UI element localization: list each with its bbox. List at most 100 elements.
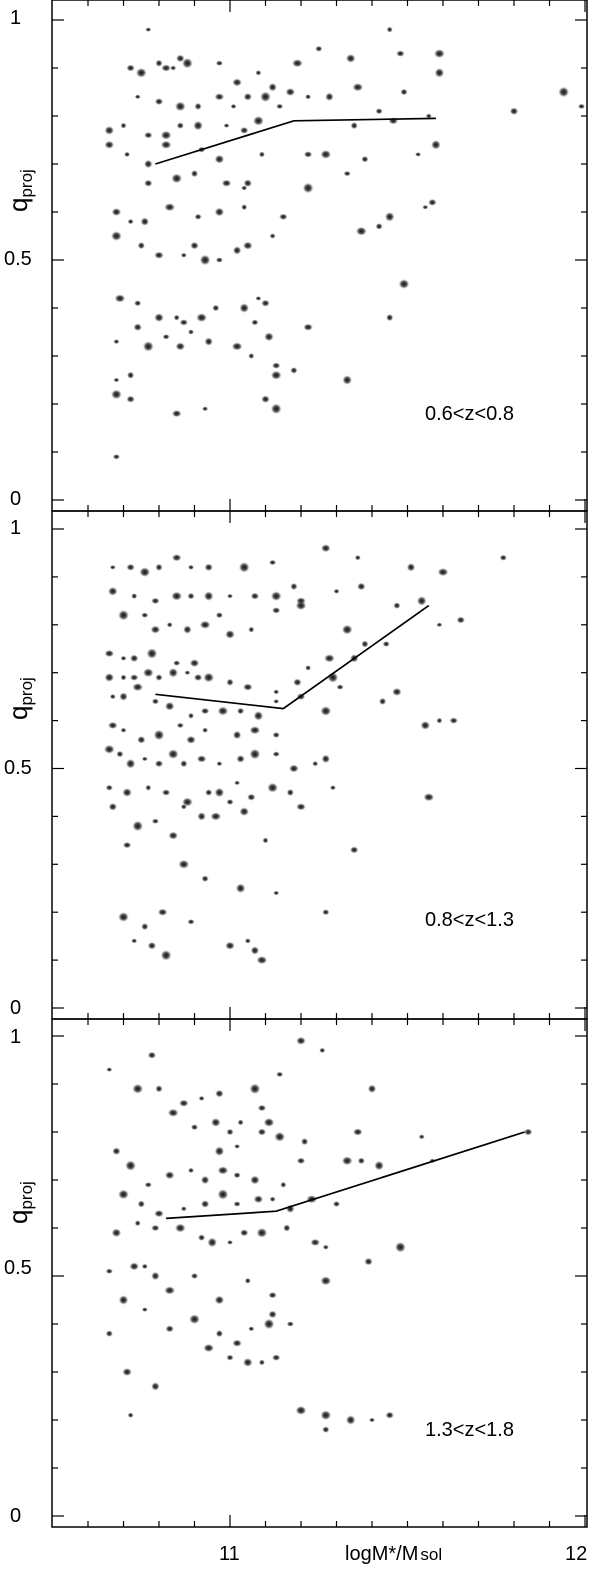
galaxy-point: [436, 622, 443, 628]
galaxy-point: [303, 323, 313, 331]
galaxy-point: [105, 1268, 113, 1274]
galaxy-point: [157, 908, 168, 916]
galaxy-point: [190, 1273, 199, 1279]
galaxy-point: [249, 1083, 261, 1095]
galaxy-point: [180, 804, 187, 810]
galaxy-point: [214, 787, 225, 798]
galaxy-point: [253, 711, 264, 721]
galaxy-point: [137, 736, 146, 744]
x-axis-label-main: logM*/M: [345, 1543, 418, 1565]
galaxy-point: [285, 88, 296, 96]
plot-frame: [51, 0, 588, 512]
galaxy-point: [141, 1307, 148, 1312]
galaxy-point: [120, 727, 127, 733]
galaxy-point: [395, 1241, 406, 1253]
galaxy-point: [260, 91, 271, 103]
galaxy-point: [499, 554, 507, 561]
galaxy-point: [436, 717, 443, 724]
galaxy-point: [321, 754, 330, 764]
galaxy-point: [171, 410, 182, 418]
axis-ticks: [52, 0, 587, 511]
galaxy-point: [210, 812, 222, 821]
y-tick-label-1: 1: [10, 517, 21, 539]
galaxy-point: [425, 113, 432, 119]
y-axis-label-sub: proj: [17, 169, 36, 197]
galaxy-point: [249, 748, 261, 760]
galaxy-point: [132, 1083, 144, 1094]
panel-z-08-13: 1 0.5 0 qproj 0.8<z<1.3: [3, 510, 588, 1020]
x-axis-label: logM*/M sol: [345, 1543, 442, 1565]
galaxy-point: [324, 654, 335, 663]
galaxy-point: [104, 673, 115, 682]
galaxy-point: [141, 756, 148, 762]
galaxy-point: [295, 1405, 307, 1415]
panel-z-06-08: 1 0.5 0 qproj 0.6<z<0.8: [3, 0, 588, 512]
galaxy-point: [320, 706, 332, 716]
galaxy-point: [341, 624, 353, 635]
y-tick-label-1: 1: [10, 1026, 21, 1048]
galaxy-point: [194, 213, 202, 220]
galaxy-point: [369, 1417, 375, 1423]
galaxy-point: [341, 1156, 353, 1166]
galaxy-point: [230, 103, 237, 109]
galaxy-point: [258, 151, 265, 158]
galaxy-point: [243, 683, 253, 691]
galaxy-point: [109, 693, 116, 700]
galaxy-point: [289, 764, 299, 773]
galaxy-point: [202, 406, 209, 412]
galaxy-point: [151, 597, 160, 605]
galaxy-point: [106, 1067, 113, 1072]
galaxy-point: [216, 761, 223, 767]
galaxy-point: [217, 1189, 229, 1200]
y-axis-label-main: q: [3, 1210, 33, 1224]
galaxy-point: [171, 554, 182, 562]
redshift-label: 0.8<z<1.3: [425, 909, 514, 931]
galaxy-point: [167, 749, 179, 759]
galaxy-point: [375, 223, 383, 230]
galaxy-point: [248, 353, 255, 359]
galaxy-point: [198, 1234, 206, 1241]
y-axis-label: qproj: [3, 1181, 36, 1224]
galaxy-point: [431, 140, 441, 150]
galaxy-point: [268, 83, 277, 92]
galaxy-point: [296, 1036, 306, 1045]
galaxy-point: [244, 938, 251, 944]
y-tick-label-05: 0.5: [4, 248, 32, 270]
galaxy-point: [125, 758, 136, 769]
galaxy-point: [104, 649, 115, 658]
galaxy-point: [227, 1240, 233, 1245]
galaxy-point: [161, 789, 171, 796]
y-axis-label-main: q: [3, 706, 33, 720]
galaxy-point: [214, 154, 225, 164]
galaxy-point: [189, 659, 200, 668]
galaxy-point: [104, 140, 115, 149]
galaxy-point: [104, 125, 115, 135]
galaxy-point: [226, 799, 234, 805]
galaxy-point: [270, 403, 282, 415]
galaxy-point: [312, 761, 319, 767]
galaxy-point: [154, 251, 164, 259]
y-axis-label-sub: proj: [17, 677, 36, 705]
galaxy-point: [247, 793, 256, 801]
galaxy-point: [170, 65, 177, 71]
galaxy-point: [393, 602, 401, 609]
galaxy-point: [416, 596, 427, 606]
galaxy-point: [200, 1175, 210, 1185]
galaxy-point: [243, 241, 253, 250]
trend-line: [155, 117, 436, 165]
galaxy-point: [126, 395, 135, 403]
galaxy-point: [164, 1171, 175, 1180]
galaxy-point: [243, 93, 252, 101]
galaxy-point: [118, 1295, 129, 1305]
galaxy-point: [267, 782, 278, 793]
galaxy-point: [198, 1095, 205, 1101]
x-tick-label-12: 12: [565, 1543, 587, 1565]
galaxy-point: [415, 152, 422, 157]
galaxy-point: [113, 377, 120, 383]
galaxy-point: [234, 1144, 241, 1149]
galaxy-point: [212, 304, 220, 312]
galaxy-point: [320, 149, 332, 159]
galaxy-point: [250, 946, 260, 955]
galaxy-point: [214, 93, 225, 101]
y-tick-label-0: 0: [10, 997, 21, 1019]
